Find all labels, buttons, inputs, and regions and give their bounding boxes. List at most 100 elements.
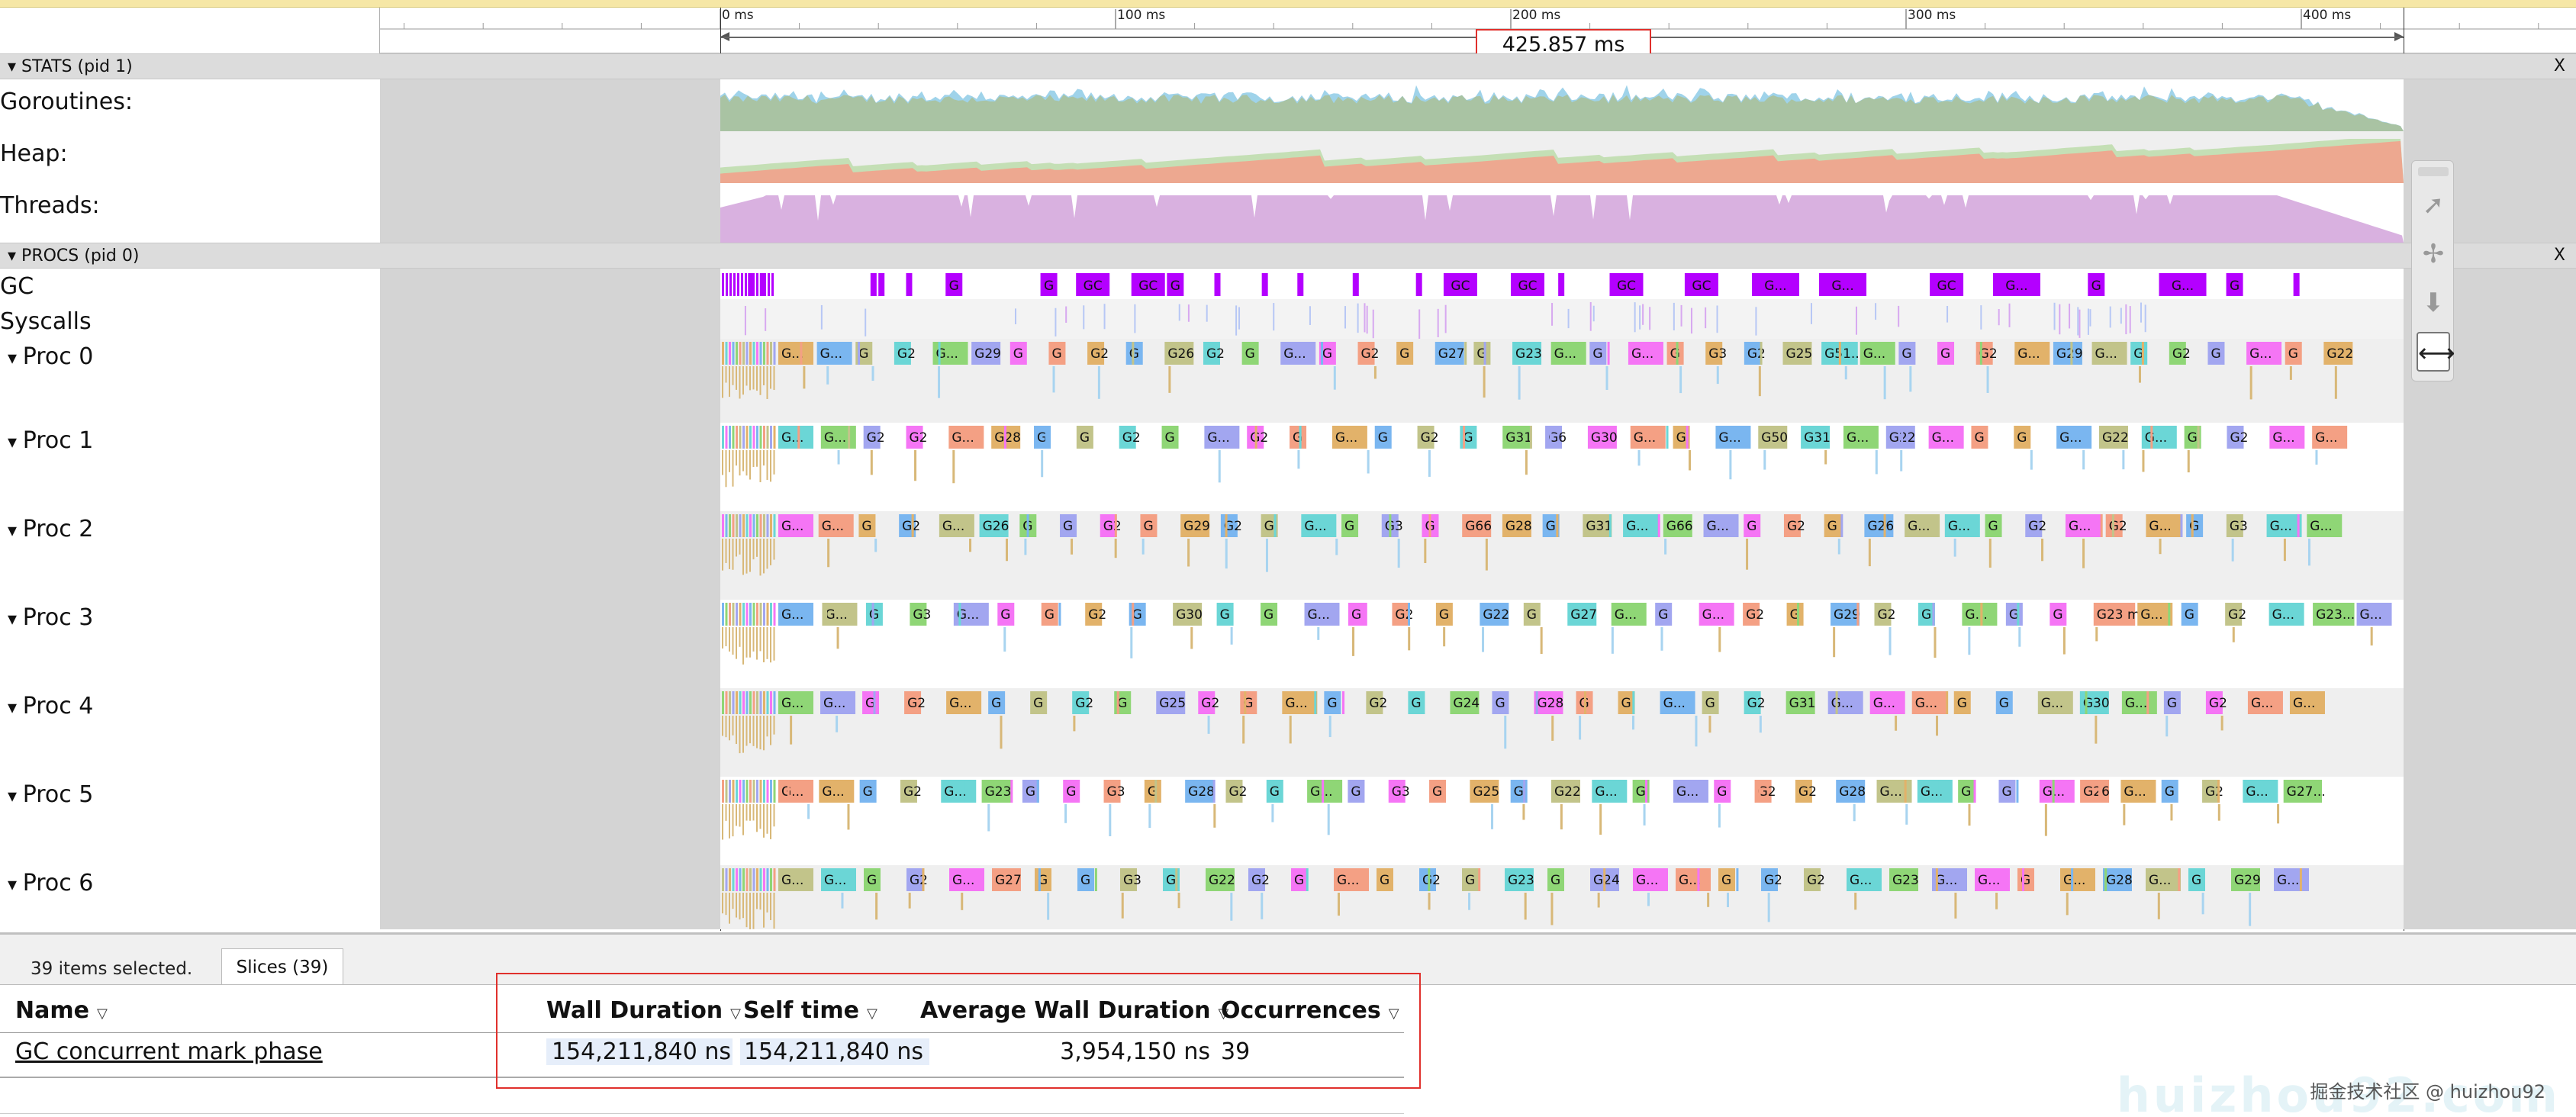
gc-slice[interactable] bbox=[1992, 273, 2040, 296]
goroutine-slice[interactable] bbox=[2017, 603, 2020, 626]
goroutine-slice[interactable] bbox=[725, 426, 728, 449]
goroutine-slice[interactable] bbox=[1938, 780, 1941, 803]
goroutine-slice[interactable] bbox=[1535, 691, 1538, 714]
syscall-tick[interactable] bbox=[1946, 306, 1949, 323]
goroutine-slice[interactable] bbox=[1387, 426, 1390, 449]
goroutine-slice[interactable] bbox=[1705, 342, 1723, 365]
goroutine-slice[interactable] bbox=[722, 691, 724, 714]
goroutine-slice[interactable] bbox=[773, 426, 776, 449]
goroutine-slice[interactable] bbox=[756, 603, 758, 626]
gc-slice[interactable] bbox=[1076, 273, 1110, 296]
goroutine-slice[interactable] bbox=[1758, 780, 1761, 803]
goroutine-slice[interactable] bbox=[752, 868, 755, 891]
goroutine-slice[interactable] bbox=[749, 868, 752, 891]
gc-slice[interactable] bbox=[1930, 273, 1964, 296]
syscall-tick[interactable] bbox=[2125, 304, 2127, 335]
goroutine-slice[interactable] bbox=[1901, 426, 1904, 449]
goroutine-slice[interactable] bbox=[725, 514, 728, 537]
goroutine-slice[interactable] bbox=[732, 603, 735, 626]
goroutine-slice[interactable] bbox=[770, 514, 772, 537]
goroutine-slice[interactable] bbox=[2313, 603, 2355, 626]
goroutine-slice[interactable] bbox=[820, 426, 856, 449]
goroutine-slice[interactable] bbox=[756, 342, 758, 365]
goroutine-slice[interactable] bbox=[742, 514, 745, 537]
goroutine-slice[interactable] bbox=[1512, 342, 1542, 365]
goroutine-slice[interactable] bbox=[1156, 691, 1186, 714]
goroutine-slice[interactable] bbox=[766, 514, 769, 537]
goroutine-slice[interactable] bbox=[939, 514, 974, 537]
goroutine-slice[interactable] bbox=[2050, 603, 2067, 626]
goroutine-slice[interactable] bbox=[2356, 603, 2392, 626]
gc-slice[interactable] bbox=[771, 273, 774, 296]
goroutine-slice[interactable] bbox=[770, 603, 772, 626]
goroutine-slice[interactable] bbox=[778, 426, 813, 449]
goroutine-slice[interactable] bbox=[938, 342, 941, 365]
goroutine-slice[interactable] bbox=[1478, 868, 1481, 891]
goroutine-slice[interactable] bbox=[1175, 868, 1178, 891]
goroutine-slice[interactable] bbox=[1714, 780, 1731, 803]
goroutine-slice[interactable] bbox=[1898, 342, 1916, 365]
syscall-tick[interactable] bbox=[865, 308, 867, 336]
gc-slice[interactable] bbox=[733, 273, 736, 296]
goroutine-slice[interactable] bbox=[1744, 691, 1761, 714]
goroutine-slice[interactable] bbox=[1761, 868, 1778, 891]
goroutine-slice[interactable] bbox=[1463, 426, 1466, 449]
goroutine-slice[interactable] bbox=[1120, 868, 1137, 891]
goroutine-slice[interactable] bbox=[2037, 691, 2073, 714]
syscall-tick[interactable] bbox=[1238, 307, 1241, 330]
column-header-wall-duration[interactable]: Wall Duration ▽ bbox=[546, 997, 742, 1024]
goroutine-slice[interactable] bbox=[1869, 691, 1905, 714]
goroutine-slice[interactable] bbox=[2071, 868, 2074, 891]
time-ruler[interactable]: 0 ms 100 ms 200 ms 300 ms 400 ms 425.857… bbox=[380, 8, 2576, 63]
goroutine-slice[interactable] bbox=[1274, 514, 1277, 537]
goroutine-slice[interactable] bbox=[1666, 342, 1684, 365]
goroutine-slice[interactable] bbox=[1261, 603, 1278, 626]
goroutine-slice[interactable] bbox=[1786, 603, 1804, 626]
goroutine-slice[interactable] bbox=[948, 426, 984, 449]
syscall-tick[interactable] bbox=[1309, 306, 1311, 325]
goroutine-slice[interactable] bbox=[2052, 780, 2055, 803]
goroutine-slice[interactable] bbox=[2141, 342, 2144, 365]
goroutine-slice[interactable] bbox=[2191, 514, 2194, 537]
goroutine-slice[interactable] bbox=[1628, 342, 1663, 365]
goroutine-slice[interactable] bbox=[1592, 780, 1628, 803]
goroutine-slice[interactable] bbox=[742, 603, 745, 626]
goroutine-slice[interactable] bbox=[1464, 342, 1467, 365]
goroutine-slice[interactable] bbox=[2299, 868, 2302, 891]
goroutine-slice[interactable] bbox=[1718, 868, 1735, 891]
syscall-tick[interactable] bbox=[1875, 303, 1877, 320]
goroutine-slice[interactable] bbox=[2098, 426, 2128, 449]
goroutine-slice[interactable] bbox=[1063, 780, 1080, 803]
goroutine-slice[interactable] bbox=[1244, 691, 1247, 714]
goroutine-slice[interactable] bbox=[1132, 342, 1135, 365]
goroutine-slice[interactable] bbox=[2021, 868, 2024, 891]
goroutine-slice[interactable] bbox=[1417, 426, 1435, 449]
goroutine-slice[interactable] bbox=[1389, 514, 1392, 537]
gc-slice[interactable] bbox=[945, 273, 963, 296]
goroutine-slice[interactable] bbox=[1058, 603, 1061, 626]
goroutine-slice[interactable] bbox=[763, 342, 765, 365]
syscall-tick[interactable] bbox=[1344, 306, 1347, 329]
syscall-tick[interactable] bbox=[2129, 306, 2131, 333]
syscall-tick[interactable] bbox=[1187, 304, 1190, 322]
syscall-tick[interactable] bbox=[2109, 306, 2111, 328]
goroutine-slice[interactable] bbox=[745, 514, 749, 537]
goroutine-slice[interactable] bbox=[1995, 691, 2013, 714]
goroutine-slice[interactable] bbox=[1319, 342, 1336, 365]
goroutine-slice[interactable] bbox=[1905, 514, 1940, 537]
gc-slice[interactable] bbox=[1214, 273, 1221, 296]
goroutine-slice[interactable] bbox=[958, 603, 961, 626]
goroutine-slice[interactable] bbox=[910, 603, 927, 626]
goroutine-slice[interactable] bbox=[1998, 780, 2016, 803]
goroutine-slice[interactable] bbox=[1918, 603, 1935, 626]
goroutine-slice[interactable] bbox=[1583, 514, 1612, 537]
goroutine-slice[interactable] bbox=[992, 868, 1021, 891]
goroutine-slice[interactable] bbox=[729, 780, 731, 803]
goroutine-slice[interactable] bbox=[1827, 691, 1863, 714]
goroutine-slice[interactable] bbox=[725, 603, 728, 626]
goroutine-slice[interactable] bbox=[1782, 342, 1812, 365]
goroutine-slice[interactable] bbox=[1783, 514, 1801, 537]
goroutine-slice[interactable] bbox=[1847, 868, 1882, 891]
goroutine-slice[interactable] bbox=[1502, 514, 1531, 537]
goroutine-slice[interactable] bbox=[745, 342, 749, 365]
